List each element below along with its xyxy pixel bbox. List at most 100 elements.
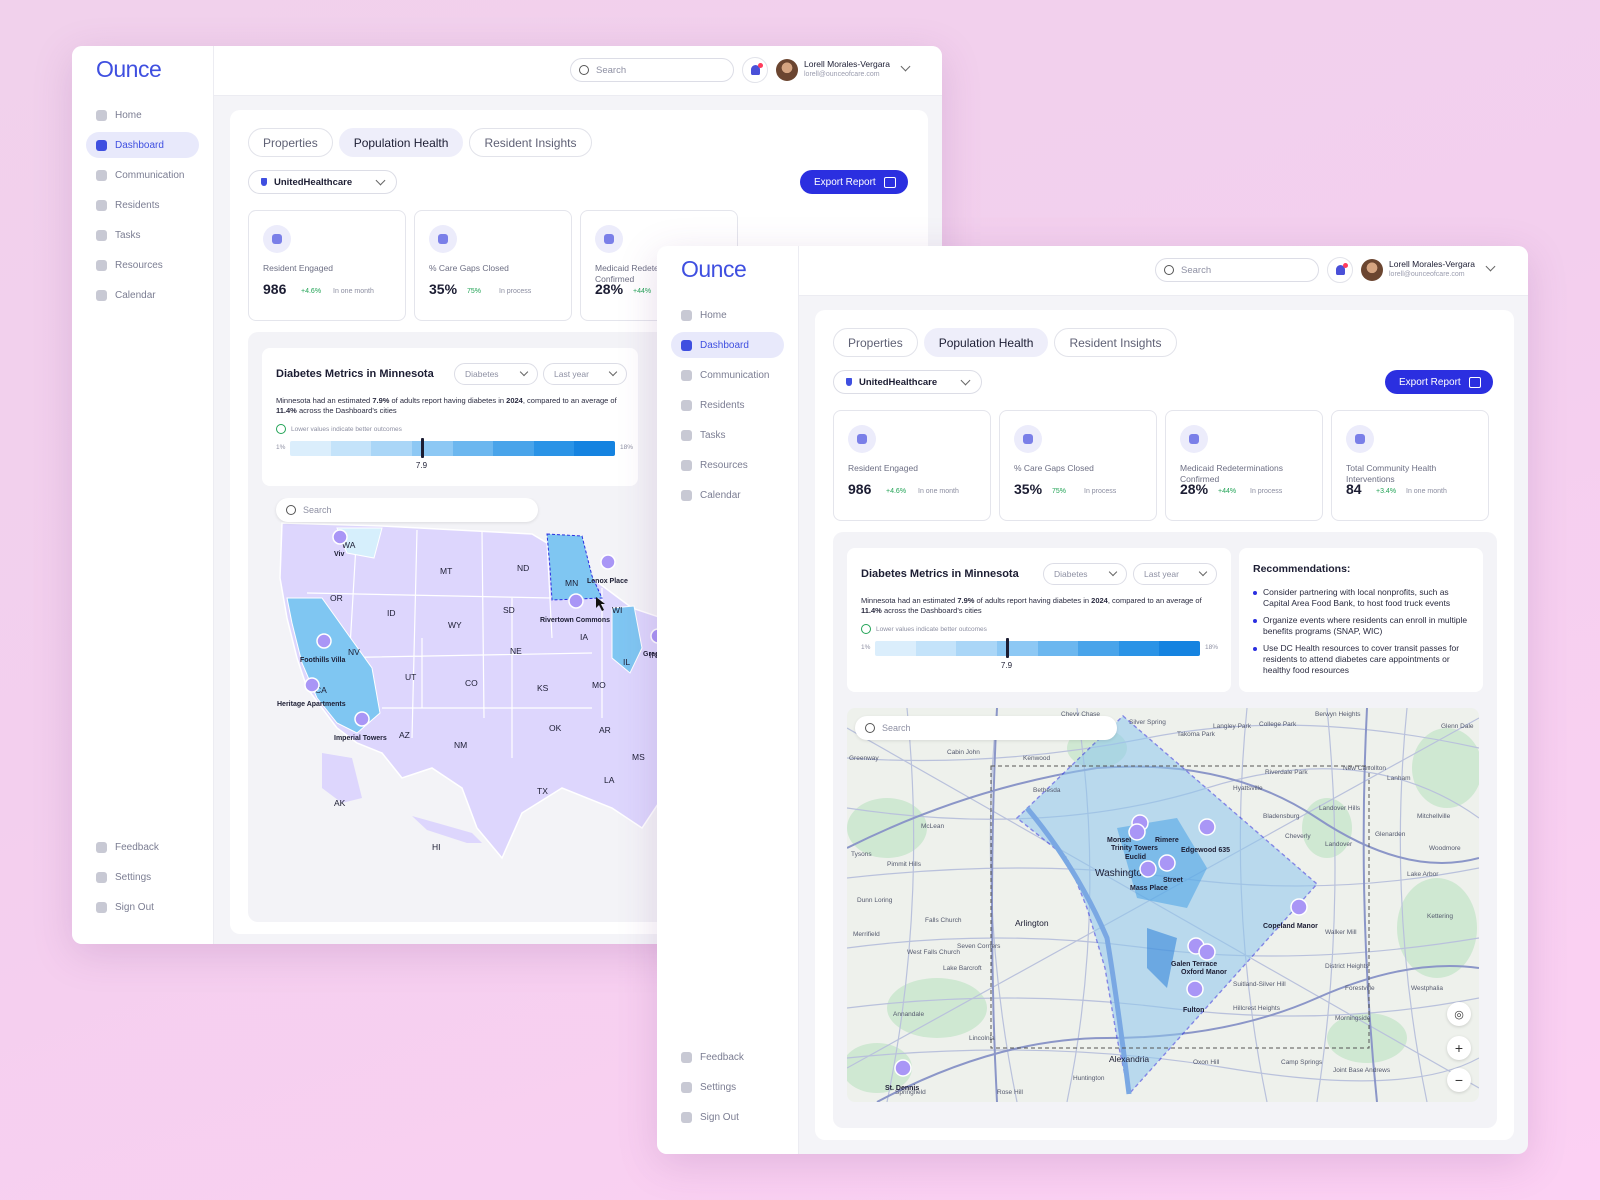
- map-pin[interactable]: [1158, 854, 1176, 872]
- us-map[interactable]: WA MT ND MN OR ID SD WI WY NV NE IA IL UT CO KS …: [262, 498, 662, 908]
- metric-value: Diabetes: [465, 369, 499, 379]
- map-pin[interactable]: [568, 593, 584, 609]
- notification-button[interactable]: [742, 57, 768, 83]
- sidebar-item-settings[interactable]: Settings: [671, 1074, 784, 1100]
- export-icon: [1468, 376, 1481, 388]
- sidebar-item-communication[interactable]: Communication: [86, 162, 199, 188]
- sidebar-item-label: Settings: [700, 1081, 737, 1093]
- avatar[interactable]: [1361, 259, 1383, 281]
- tab-population-health[interactable]: Population Health: [338, 128, 464, 157]
- export-report-button[interactable]: Export Report: [800, 170, 908, 194]
- zoom-in-button[interactable]: +: [1447, 1036, 1471, 1060]
- chevron-down-icon[interactable]: [900, 61, 911, 72]
- dc-map-pins[interactable]: Monsel Rimere Trinity Towers Euclid Edge…: [885, 814, 1318, 1092]
- tab-properties[interactable]: Properties: [248, 128, 333, 157]
- chevron-down-icon: [519, 367, 529, 377]
- map-pin[interactable]: [1128, 823, 1146, 841]
- state-wa[interactable]: [336, 527, 383, 559]
- place-label: Dunn Loring: [857, 897, 893, 904]
- map-pin[interactable]: [600, 554, 616, 570]
- map-pin[interactable]: [1139, 860, 1157, 878]
- map-pin[interactable]: [1290, 898, 1308, 916]
- search-input[interactable]: Search: [570, 58, 734, 82]
- state-label: LA: [604, 775, 615, 785]
- tab-resident-insights[interactable]: Resident Insights: [1054, 328, 1177, 357]
- state-hi[interactable]: [412, 816, 482, 843]
- sidebar-item-calendar[interactable]: Calendar: [86, 282, 199, 308]
- app-logo[interactable]: Ounce: [681, 256, 747, 282]
- dc-map[interactable]: Chevy Chase Silver Spring Takoma Park Coll…: [847, 708, 1479, 1102]
- sidebar-item-residents[interactable]: Residents: [86, 192, 199, 218]
- tab-properties[interactable]: Properties: [833, 328, 918, 357]
- state-ak[interactable]: [322, 753, 362, 803]
- sidebar-item-signout[interactable]: Sign Out: [86, 894, 199, 920]
- us-map-pins[interactable]: Viv Lenox Place Rivertown Commons Foothi…: [277, 529, 662, 742]
- state-label: AR: [599, 725, 611, 735]
- notification-button[interactable]: [1327, 257, 1353, 283]
- shield-icon: [846, 378, 852, 386]
- sidebar-item-dashboard[interactable]: Dashboard: [86, 132, 199, 158]
- recommendations-card: Recommendations: Consider partnering wit…: [1239, 548, 1483, 692]
- map-pin[interactable]: [304, 677, 320, 693]
- tab-population-health[interactable]: Population Health: [923, 328, 1049, 357]
- map-pin[interactable]: [332, 529, 348, 545]
- map-pin[interactable]: [894, 1059, 912, 1077]
- metric-select[interactable]: Diabetes: [1043, 563, 1127, 585]
- sidebar-item-feedback[interactable]: Feedback: [86, 834, 199, 860]
- place-label: Pimmit Hills: [887, 861, 922, 868]
- state-label: MS: [632, 752, 645, 762]
- export-report-button[interactable]: Export Report: [1385, 370, 1493, 394]
- sidebar-item-label: Dashboard: [700, 339, 749, 351]
- sidebar-bottom: Feedback Settings Sign Out: [671, 1044, 784, 1134]
- insurer-select[interactable]: UnitedHealthcare: [248, 170, 397, 194]
- feedback-icon: [681, 1051, 692, 1063]
- state-mn[interactable]: [546, 533, 603, 601]
- insurer-select[interactable]: UnitedHealthcare: [833, 370, 982, 394]
- sidebar-item-signout[interactable]: Sign Out: [671, 1104, 784, 1130]
- settings-icon: [96, 871, 107, 883]
- sidebar-item-tasks[interactable]: Tasks: [86, 222, 199, 248]
- state-label: IN: [649, 650, 658, 660]
- pin-label: Monsel: [1107, 837, 1131, 844]
- sidebar-item-resources[interactable]: Resources: [86, 252, 199, 278]
- place-labels: Chevy Chase Silver Spring Takoma Park Coll…: [849, 711, 1474, 1096]
- sidebar-item-home[interactable]: Home: [86, 102, 199, 128]
- sidebar-item-settings[interactable]: Settings: [86, 864, 199, 890]
- map-search-input[interactable]: Search: [855, 716, 1117, 740]
- state-ca[interactable]: [286, 597, 381, 734]
- period-select[interactable]: Last year: [543, 363, 627, 385]
- avatar[interactable]: [776, 59, 798, 81]
- map-search-input[interactable]: Search: [276, 498, 538, 522]
- map-pin[interactable]: [316, 633, 332, 649]
- sidebar-item-tasks[interactable]: Tasks: [671, 422, 784, 448]
- map-pin[interactable]: [1198, 943, 1216, 961]
- sidebar-item-resources[interactable]: Resources: [671, 452, 784, 478]
- chevron-down-icon[interactable]: [1485, 261, 1496, 272]
- state-il[interactable]: [611, 605, 643, 674]
- river: [1025, 806, 1132, 1095]
- scale-max-label: 18%: [1205, 644, 1219, 651]
- sidebar-item-residents[interactable]: Residents: [671, 392, 784, 418]
- map-pin[interactable]: [354, 711, 370, 727]
- search-input[interactable]: Search: [1155, 258, 1319, 282]
- state-label: MO: [592, 680, 606, 690]
- sidebar-item-home[interactable]: Home: [671, 302, 784, 328]
- tab-resident-insights[interactable]: Resident Insights: [469, 128, 592, 157]
- dc-map-svg[interactable]: Chevy Chase Silver Spring Takoma Park Coll…: [847, 708, 1479, 1102]
- home-icon: [681, 309, 692, 321]
- map-pin[interactable]: [1198, 818, 1216, 836]
- zoom-out-button[interactable]: −: [1447, 1068, 1471, 1092]
- metric-select[interactable]: Diabetes: [454, 363, 538, 385]
- sidebar-item-dashboard[interactable]: Dashboard: [671, 332, 784, 358]
- state-label: TX: [537, 786, 548, 796]
- sidebar-item-feedback[interactable]: Feedback: [671, 1044, 784, 1070]
- sidebar-item-calendar[interactable]: Calendar: [671, 482, 784, 508]
- kpi-label: Resident Engaged: [263, 263, 333, 273]
- period-select[interactable]: Last year: [1133, 563, 1217, 585]
- map-pin[interactable]: [1186, 980, 1204, 998]
- locate-button[interactable]: ◎: [1447, 1002, 1471, 1026]
- sidebar-item-communication[interactable]: Communication: [671, 362, 784, 388]
- app-logo[interactable]: Ounce: [96, 56, 162, 82]
- pin-label: Street: [1163, 877, 1184, 884]
